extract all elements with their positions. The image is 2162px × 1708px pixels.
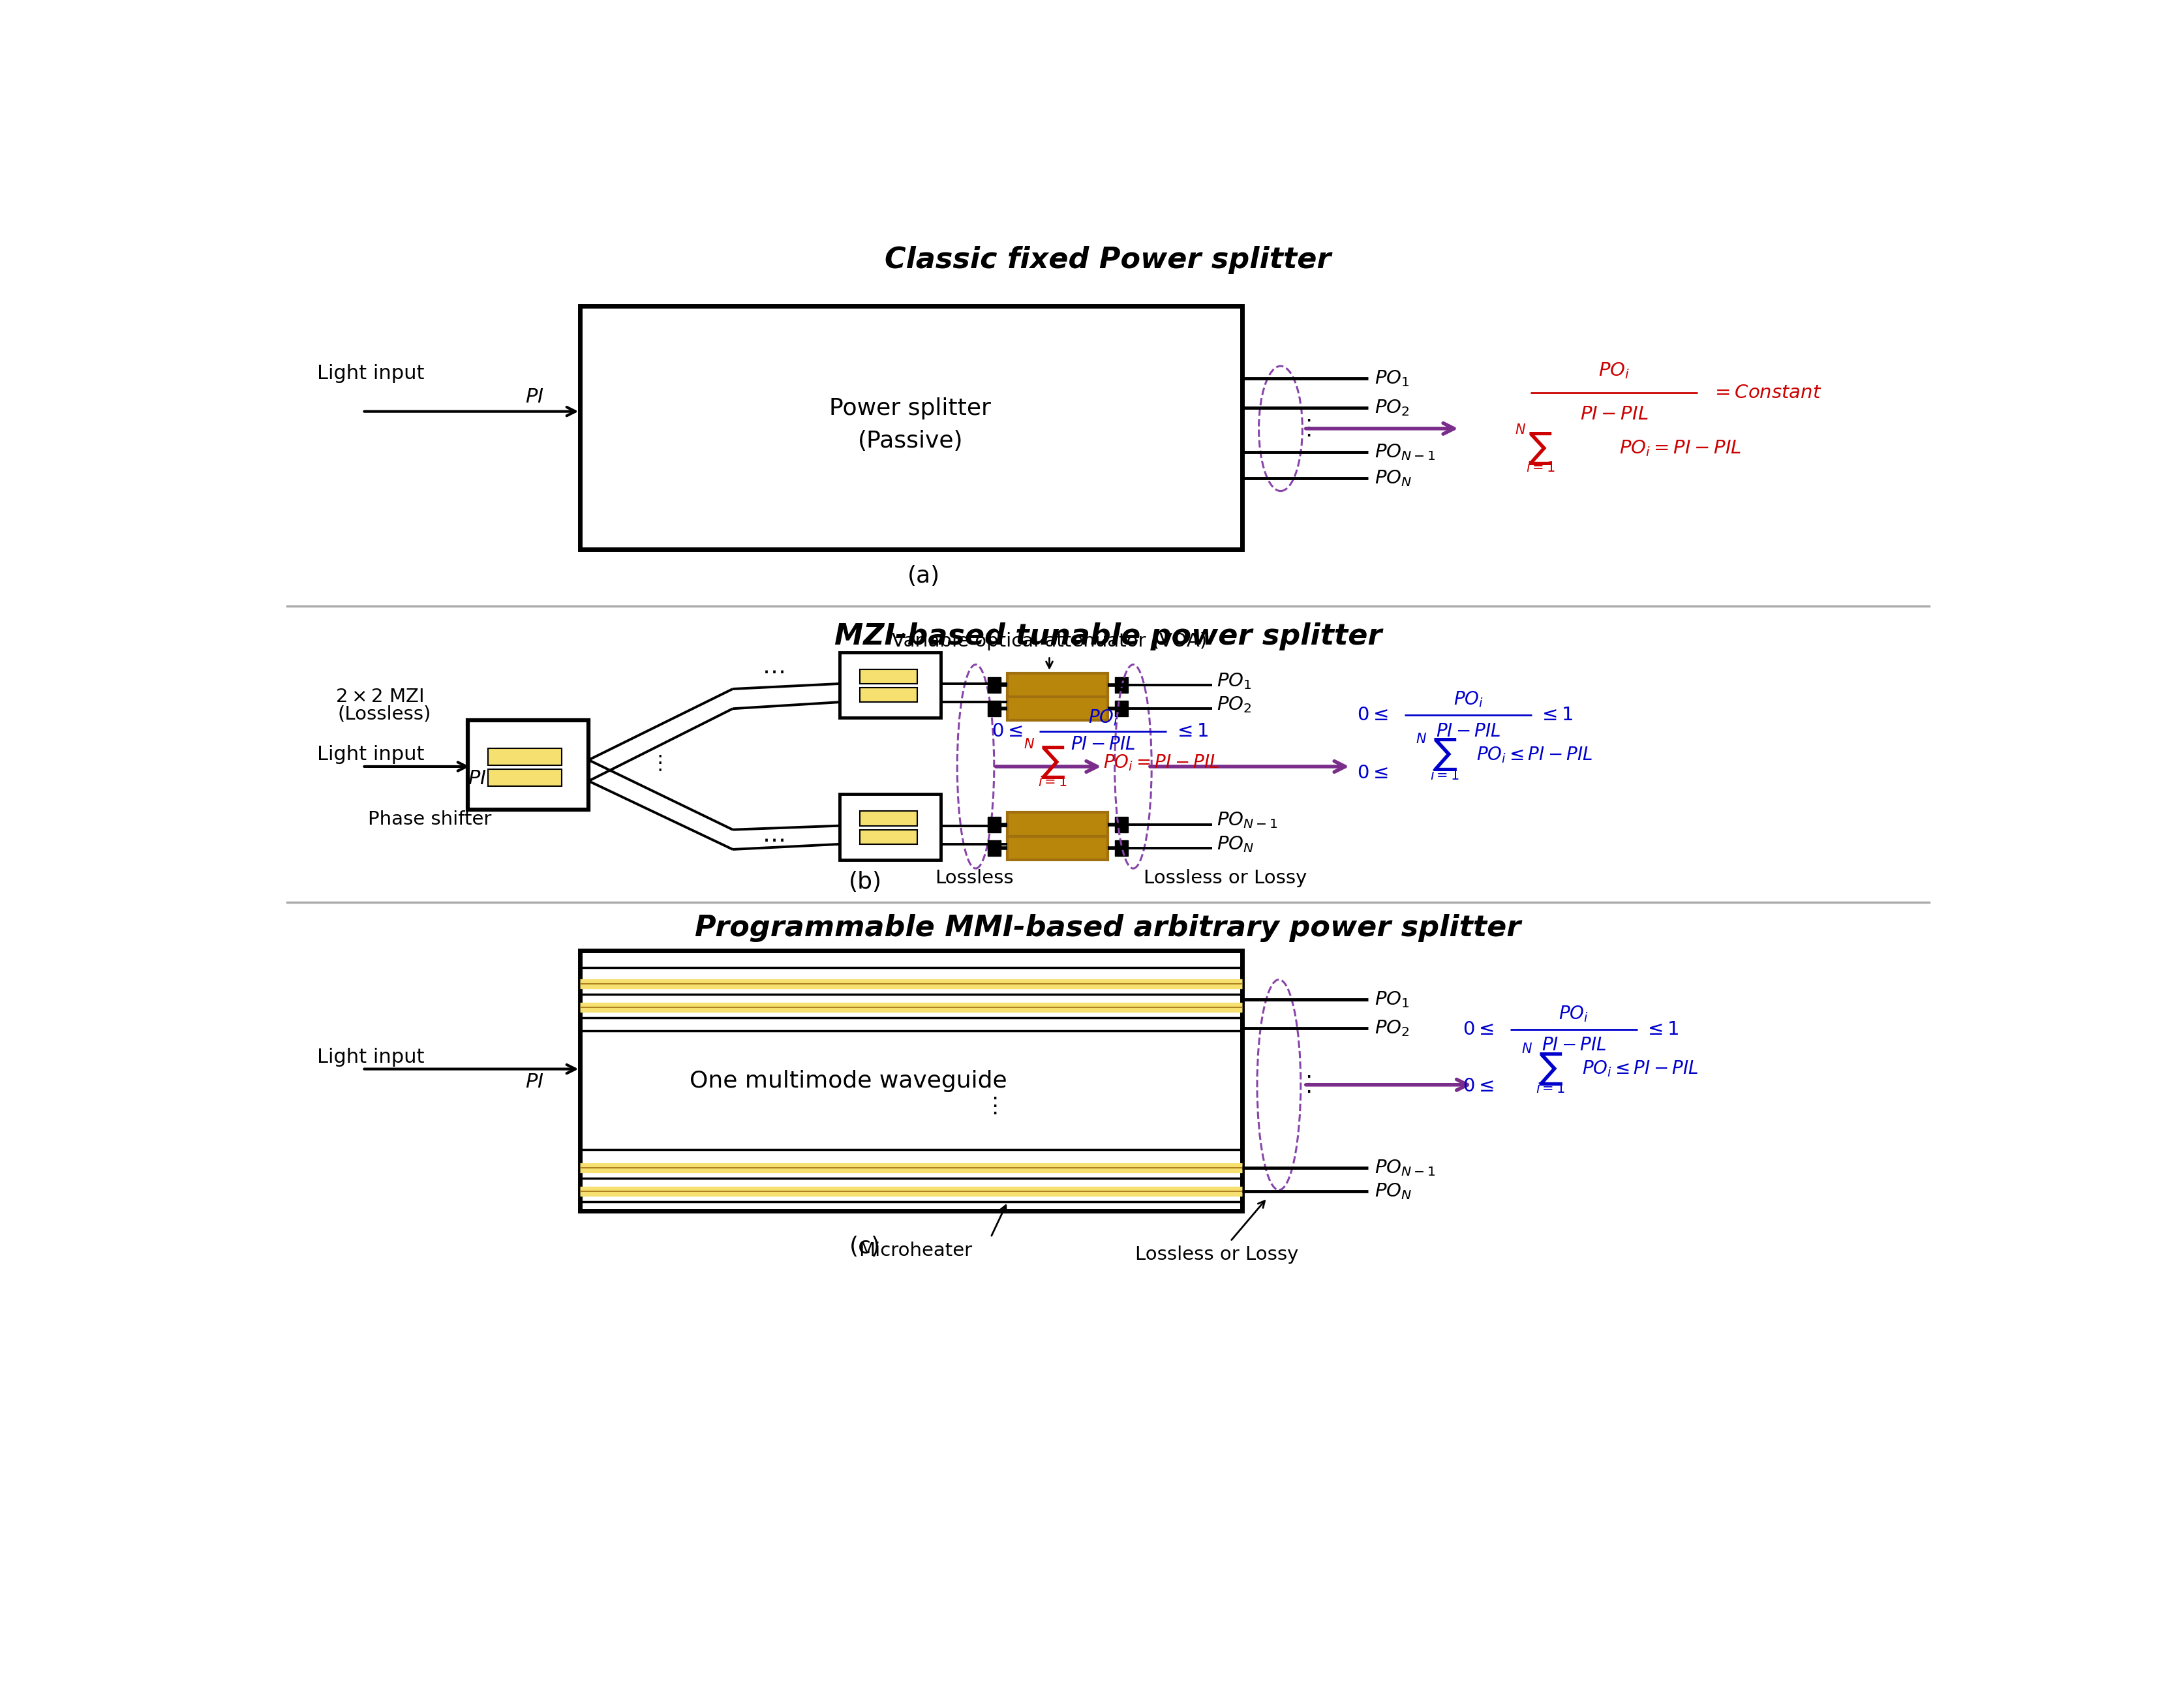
Text: $\sum$: $\sum$: [1529, 430, 1552, 466]
FancyBboxPatch shape: [860, 830, 917, 844]
FancyBboxPatch shape: [1007, 837, 1107, 859]
Text: $PO_N$: $PO_N$: [1375, 468, 1412, 488]
Text: $2 \times 2$ MZI: $2 \times 2$ MZI: [335, 688, 424, 705]
Text: $PO_i$: $PO_i$: [1598, 360, 1630, 381]
Text: $0 \leq$: $0 \leq$: [1462, 1020, 1494, 1038]
Text: $PO_N$: $PO_N$: [1375, 1182, 1412, 1201]
Text: $PO_1$: $PO_1$: [1375, 369, 1410, 388]
FancyBboxPatch shape: [489, 769, 562, 786]
Text: $\cdots$: $\cdots$: [761, 828, 785, 851]
Text: $= Constant$: $= Constant$: [1712, 384, 1823, 401]
FancyBboxPatch shape: [988, 840, 1001, 856]
Text: Power splitter
(Passive): Power splitter (Passive): [830, 398, 990, 453]
Text: $\leq 1$: $\leq 1$: [1645, 1020, 1680, 1038]
Text: $PO_N$: $PO_N$: [1217, 835, 1254, 854]
FancyBboxPatch shape: [988, 700, 1001, 717]
Text: $PI$: $PI$: [525, 1073, 543, 1091]
Text: (b): (b): [848, 871, 882, 893]
Text: (c): (c): [850, 1235, 880, 1257]
Text: $N$: $N$: [1522, 1044, 1533, 1056]
FancyBboxPatch shape: [579, 951, 1241, 1211]
Text: $PO_{N-1}$: $PO_{N-1}$: [1375, 442, 1436, 461]
Text: $\leq 1$: $\leq 1$: [1539, 705, 1574, 724]
Text: $PO_{N-1}$: $PO_{N-1}$: [1217, 811, 1278, 830]
Text: $PO_i \leq PI - PIL$: $PO_i \leq PI - PIL$: [1583, 1059, 1699, 1079]
Text: Light input: Light input: [318, 745, 424, 763]
Text: Classic fixed Power splitter: Classic fixed Power splitter: [884, 246, 1332, 275]
FancyBboxPatch shape: [1116, 700, 1129, 717]
Text: Microheater: Microheater: [858, 1242, 973, 1259]
FancyBboxPatch shape: [1007, 697, 1107, 721]
Text: Phase shifter: Phase shifter: [368, 810, 491, 828]
FancyBboxPatch shape: [489, 748, 562, 765]
Text: One multimode waveguide: One multimode waveguide: [690, 1069, 1007, 1091]
Text: $PO_i$: $PO_i$: [1453, 690, 1483, 709]
Text: $PO_i$: $PO_i$: [1559, 1004, 1589, 1023]
Text: $PO_2$: $PO_2$: [1375, 398, 1410, 417]
FancyBboxPatch shape: [467, 721, 588, 810]
FancyBboxPatch shape: [1007, 813, 1107, 837]
Text: $\sum$: $\sum$: [1040, 745, 1066, 781]
FancyBboxPatch shape: [1116, 816, 1129, 832]
FancyBboxPatch shape: [860, 688, 917, 702]
Text: Light input: Light input: [318, 364, 424, 383]
Text: $PO_1$: $PO_1$: [1217, 671, 1252, 690]
Text: $PO_2$: $PO_2$: [1375, 1018, 1410, 1038]
Text: $PO_i$: $PO_i$: [1087, 709, 1118, 728]
Text: $\cdots$: $\cdots$: [761, 661, 785, 683]
Text: Programmable MMI-based arbitrary power splitter: Programmable MMI-based arbitrary power s…: [694, 914, 1522, 943]
Text: Light input: Light input: [318, 1047, 424, 1066]
Text: $PO_i = PI - PIL$: $PO_i = PI - PIL$: [1103, 753, 1219, 772]
Text: $\vdots$: $\vdots$: [1297, 418, 1310, 439]
Text: $0 \leq$: $0 \leq$: [1462, 1078, 1494, 1095]
Text: $N$: $N$: [1516, 424, 1526, 436]
FancyBboxPatch shape: [1116, 840, 1129, 856]
Text: (Lossless): (Lossless): [337, 705, 430, 722]
Text: Variable optical attenuator (VOA): Variable optical attenuator (VOA): [891, 632, 1206, 651]
Text: $\vdots$: $\vdots$: [984, 1095, 997, 1117]
Text: $PO_i \leq PI - PIL$: $PO_i \leq PI - PIL$: [1477, 745, 1593, 765]
Text: $i=1$: $i=1$: [1526, 461, 1554, 475]
Text: $\leq 1$: $\leq 1$: [1174, 722, 1209, 740]
Text: $PO_i = PI - PIL$: $PO_i = PI - PIL$: [1619, 439, 1740, 458]
Text: $i=1$: $i=1$: [1431, 769, 1459, 782]
Text: $N$: $N$: [1416, 733, 1427, 745]
FancyBboxPatch shape: [860, 811, 917, 825]
Text: Lossless or Lossy: Lossless or Lossy: [1135, 1245, 1299, 1264]
FancyBboxPatch shape: [579, 306, 1241, 550]
Text: Lossless: Lossless: [934, 869, 1014, 888]
Text: $PI - PIL$: $PI - PIL$: [1436, 722, 1500, 740]
FancyBboxPatch shape: [1007, 673, 1107, 697]
FancyBboxPatch shape: [860, 670, 917, 683]
Text: $\sum$: $\sum$: [1537, 1050, 1563, 1086]
Text: $\vdots$: $\vdots$: [649, 755, 662, 774]
FancyBboxPatch shape: [1116, 676, 1129, 693]
Text: $PO_1$: $PO_1$: [1375, 989, 1410, 1009]
Text: MZI-based tunable power splitter: MZI-based tunable power splitter: [835, 622, 1382, 651]
Text: $PO_{N-1}$: $PO_{N-1}$: [1375, 1158, 1436, 1177]
Text: $PO_2$: $PO_2$: [1217, 695, 1252, 714]
Text: $0 \leq$: $0 \leq$: [1358, 763, 1388, 782]
Text: $i=1$: $i=1$: [1535, 1083, 1565, 1095]
Text: $\sum$: $\sum$: [1433, 736, 1457, 772]
Text: $PI - PIL$: $PI - PIL$: [1580, 405, 1647, 424]
FancyBboxPatch shape: [988, 676, 1001, 693]
Text: $\vdots$: $\vdots$: [1297, 1074, 1310, 1095]
Text: $0 \leq$: $0 \leq$: [1358, 705, 1388, 724]
Text: $N$: $N$: [1025, 738, 1036, 752]
Text: $PI$: $PI$: [525, 388, 543, 407]
Text: $PI - PIL$: $PI - PIL$: [1542, 1037, 1606, 1054]
Text: $PI$: $PI$: [467, 769, 486, 787]
FancyBboxPatch shape: [839, 794, 940, 859]
Text: $i=1$: $i=1$: [1038, 775, 1068, 789]
Text: $0 \leq$: $0 \leq$: [992, 722, 1023, 740]
FancyBboxPatch shape: [988, 816, 1001, 832]
FancyBboxPatch shape: [839, 652, 940, 717]
Text: $PI - PIL$: $PI - PIL$: [1070, 734, 1135, 753]
Text: Lossless or Lossy: Lossless or Lossy: [1144, 869, 1308, 888]
Text: (a): (a): [908, 565, 940, 588]
